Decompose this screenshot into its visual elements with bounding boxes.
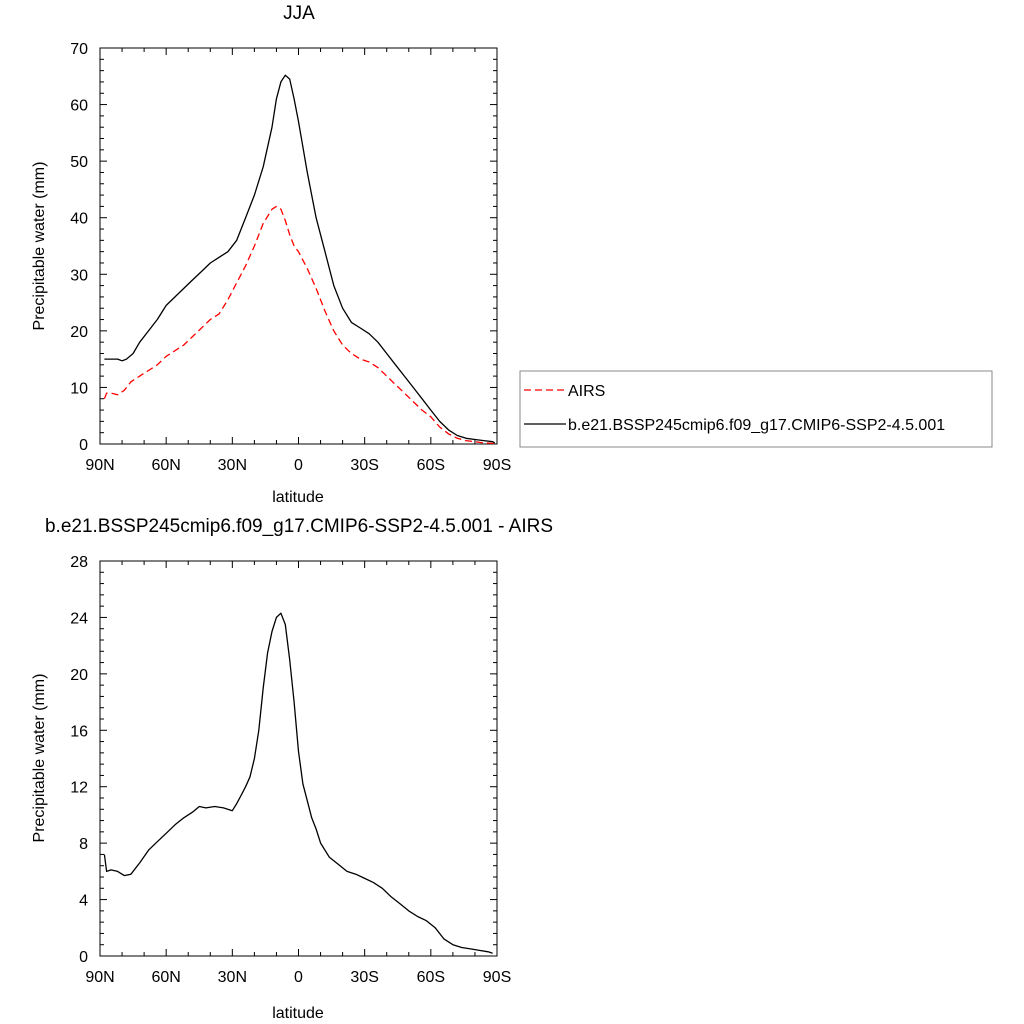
x-tick-label: 90S	[483, 457, 511, 474]
top-plot-frame	[99, 47, 498, 445]
y-tick-label: 24	[70, 610, 88, 627]
y-tick-label: 70	[70, 41, 88, 58]
top-chart-title: JJA	[283, 3, 315, 24]
y-tick-label: 20	[70, 324, 88, 341]
bottom-plot-frame	[99, 560, 498, 957]
x-tick-label: 90N	[85, 457, 114, 474]
y-tick-label: 20	[70, 667, 88, 684]
top-axis-ticks	[99, 47, 498, 445]
x-tick-label: 30S	[350, 457, 378, 474]
x-tick-label: 30N	[218, 969, 247, 986]
x-tick-label: 60S	[417, 969, 445, 986]
x-tick-label: 60N	[151, 969, 180, 986]
top-y-axis-label: Precipitable water (mm)	[31, 162, 48, 331]
legend-label-model: b.e21.BSSP245cmip6.f09_g17.CMIP6-SSP2-4.…	[568, 417, 945, 434]
bottom-chart-panel: b.e21.BSSP245cmip6.f09_g17.CMIP6-SSP2-4.…	[31, 516, 553, 1022]
x-tick-label: 90N	[85, 969, 114, 986]
top-tick-labels: 90N 60N 30N 0 30S 60S 90S 0 10 20 30 40 50 60 70	[70, 41, 511, 474]
top-x-axis-label: latitude	[272, 489, 324, 506]
series-line	[104, 74, 496, 444]
series-line	[103, 612, 493, 954]
bottom-x-axis-label: latitude	[272, 1005, 324, 1022]
y-tick-label: 50	[70, 154, 88, 171]
x-tick-label: 0	[294, 457, 303, 474]
bottom-tick-labels: 90N 60N 30N 0 30S 60S 90S 0 4 8 12 16 20 24 28	[70, 554, 511, 986]
x-tick-label: 0	[294, 969, 303, 986]
bottom-chart-title: b.e21.BSSP245cmip6.f09_g17.CMIP6-SSP2-4.…	[45, 516, 553, 537]
legend: AIRS b.e21.BSSP245cmip6.f09_g17.CMIP6-SS…	[519, 370, 993, 448]
bottom-axis-ticks	[99, 560, 498, 957]
x-tick-label: 60N	[151, 457, 180, 474]
y-tick-label: 0	[79, 949, 88, 966]
y-tick-label: 40	[70, 211, 88, 228]
bottom-y-axis-label: Precipitable water (mm)	[31, 674, 48, 843]
x-tick-label: 30N	[218, 457, 247, 474]
y-tick-label: 60	[70, 98, 88, 115]
y-tick-label: 0	[79, 437, 88, 454]
top-series-lines	[103, 74, 496, 445]
x-tick-label: 60S	[417, 457, 445, 474]
y-tick-label: 16	[70, 723, 88, 740]
y-tick-label: 10	[70, 380, 88, 397]
x-tick-label: 30S	[350, 969, 378, 986]
y-tick-label: 4	[79, 893, 88, 910]
y-tick-label: 8	[79, 836, 88, 853]
y-tick-label: 28	[70, 554, 88, 571]
x-tick-label: 90S	[483, 969, 511, 986]
y-tick-label: 12	[70, 780, 88, 797]
series-line	[103, 205, 495, 445]
top-chart-panel: JJA 90N 60N 30N 0 30S 60S 90S 0 10 20 30 40 50 60 70 l…	[31, 3, 511, 506]
legend-label-airs: AIRS	[568, 383, 605, 400]
bottom-series-lines	[103, 612, 493, 954]
legend-box	[519, 370, 993, 448]
y-tick-label: 30	[70, 267, 88, 284]
